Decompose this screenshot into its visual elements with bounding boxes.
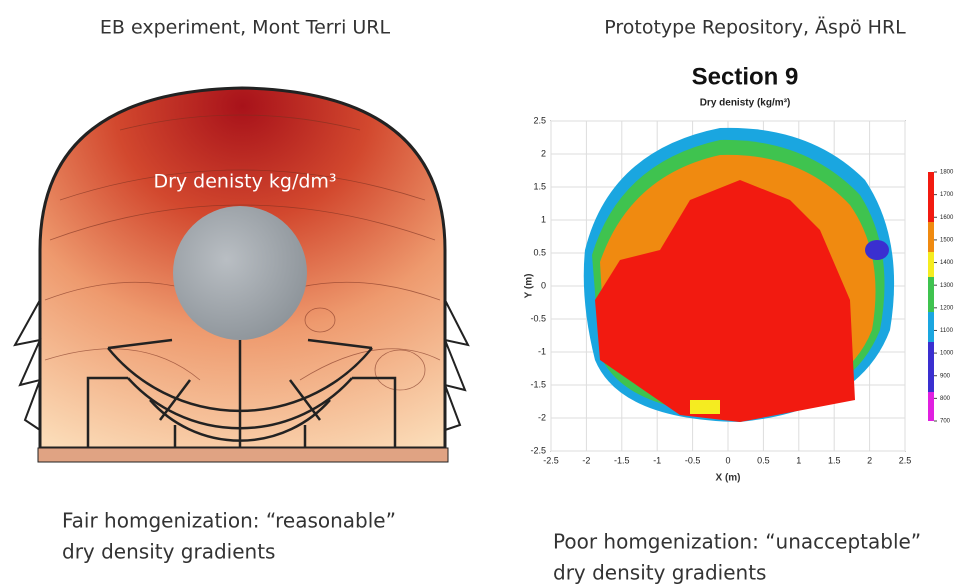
colorbar-label: 1400 [940,260,954,266]
colorbar-label: 900 [940,373,951,379]
x-tick-label: 0 [725,455,730,465]
y-tick-label: -1.5 [530,379,546,389]
y-tick-label: 2.5 [533,115,546,125]
colorbar-label: 1300 [940,283,954,289]
y-tick-label: -1 [538,346,546,356]
x-axis-label: X (m) [716,473,741,484]
y-tick-label: 1 [541,214,546,224]
note-line: dry density gradients [553,561,766,585]
note-line: Fair homgenization: “reasonable” [62,509,396,533]
colorbar-label: 1000 [940,351,954,357]
note-line: Poor homgenization: “unacceptable” [553,530,921,554]
tunnel-figure: Dry denisty kg/dm³ [15,88,468,462]
colorbar-label: 1500 [940,237,954,243]
colorbar [928,172,934,421]
y-tick-label: 0.5 [533,247,546,257]
y-tick-label: -2 [538,412,546,422]
colorbar-label: 700 [940,419,951,425]
right-caption: Prototype Repository, Äspö HRL [604,16,906,39]
x-tick-label: 2 [867,455,872,465]
x-tick-label: -0.5 [685,455,701,465]
colorbar-label: 1600 [940,215,954,221]
chart-title: Section 9 [692,63,799,90]
note-line: dry density gradients [62,540,275,564]
colorbar-label: 1200 [940,305,954,311]
left-caption: EB experiment, Mont Terri URL [100,17,391,39]
plot [551,121,905,451]
x-tick-label: -2 [582,455,590,465]
x-tick-label: 0.5 [757,455,770,465]
colorbar-label: 1700 [940,192,954,198]
figure-label: Dry denisty kg/dm³ [153,171,336,193]
x-tick-label: -2.5 [543,455,559,465]
y-tick-label: 1.5 [533,181,546,191]
y-tick-label: -2.5 [530,445,546,455]
y-axis-label: Y (m) [524,274,535,299]
x-tick-label: 1.5 [828,455,841,465]
y-tick-label: -0.5 [530,313,546,323]
chart-subtitle: Dry denisty (kg/m³) [700,98,791,109]
colorbar-label: 1800 [940,170,954,176]
y-tick-label: 0 [541,280,546,290]
colorbar-label: 1100 [940,328,954,334]
slide: EB experiment, Mont Terri URL Prototype … [0,0,967,585]
x-tick-label: -1.5 [614,455,630,465]
x-tick-label: 1 [796,455,801,465]
colorbar-label: 800 [940,396,951,402]
x-tick-label: 2.5 [899,455,912,465]
y-tick-label: 2 [541,148,546,158]
x-tick-label: -1 [653,455,661,465]
